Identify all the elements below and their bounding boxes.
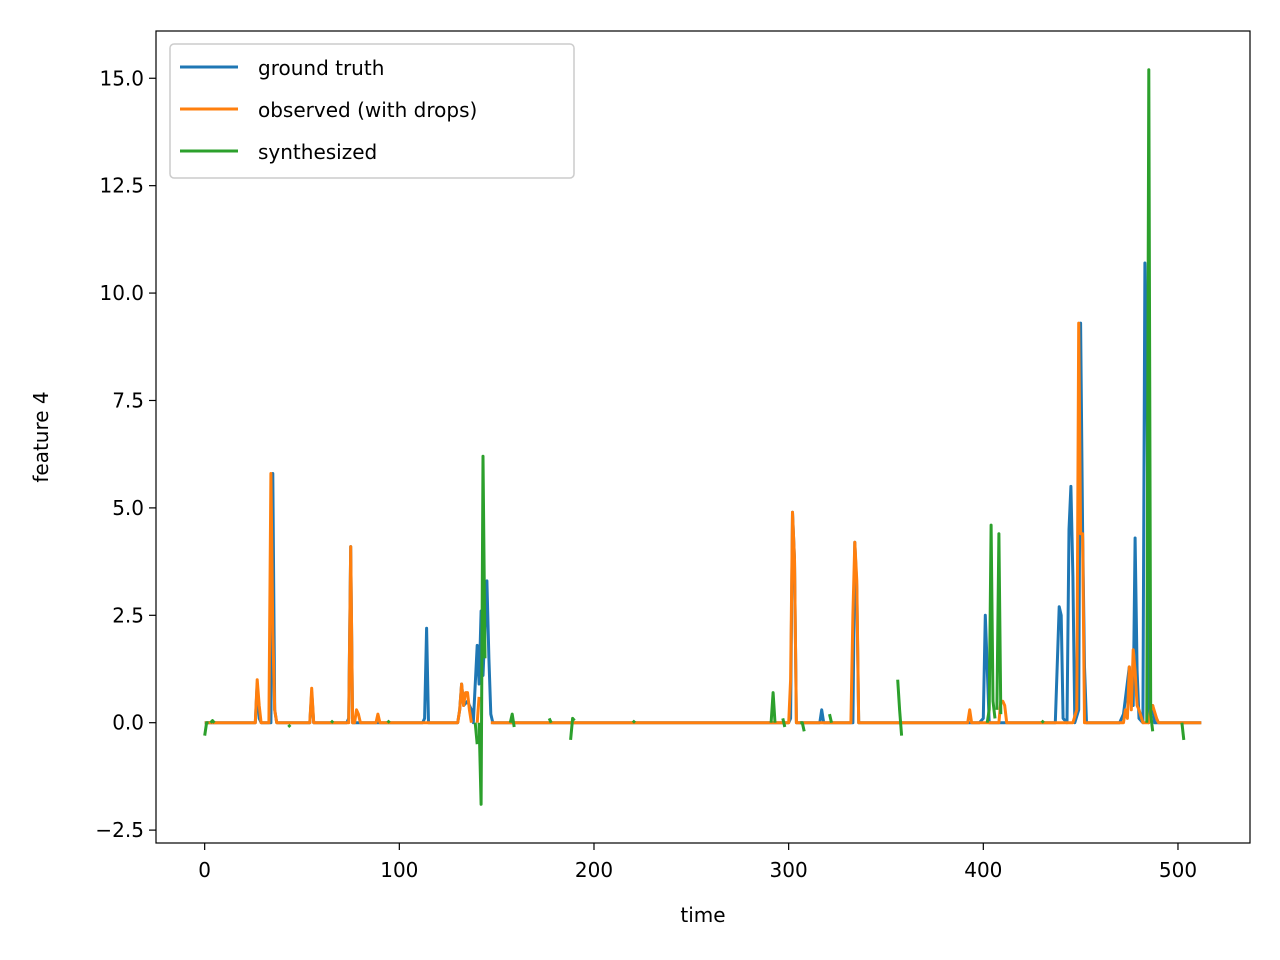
y-tick-label: 2.5: [112, 603, 144, 627]
series-line-synthesized: [781, 718, 787, 728]
series-line-synthesized: [569, 716, 576, 741]
series-line-observed: [475, 696, 481, 723]
series-line-synthesized: [287, 723, 292, 729]
series-line-synthesized: [995, 532, 1003, 715]
legend-frame: [169, 43, 575, 179]
x-tick-label: 500: [1159, 858, 1197, 882]
y-tick-label: 0.0: [112, 711, 144, 735]
x-tick-label: 200: [575, 858, 613, 882]
series-line-synthesized: [473, 722, 479, 745]
plot-frame: [155, 30, 1251, 844]
legend-label-synthesized: synthesized: [258, 140, 377, 164]
series-line-synthesized: [547, 717, 553, 724]
series-line-synthesized: [769, 691, 777, 723]
series-line-synthesized: [1180, 722, 1186, 741]
legend: ground truth observed (with drops) synth…: [169, 43, 575, 179]
series-line-synthesized: [1145, 68, 1155, 732]
series-line-synthesized: [203, 721, 209, 736]
x-tick-label: 400: [964, 858, 1002, 882]
series-line-synthesized: [508, 712, 516, 728]
series-line-synthesized: [896, 679, 904, 736]
x-tick-label: 0: [198, 858, 211, 882]
series-line-observed: [204, 472, 473, 725]
x-tick-label: 100: [380, 858, 418, 882]
series-line-synthesized: [828, 713, 833, 724]
y-tick-label: 15.0: [99, 66, 144, 90]
legend-label-ground-truth: ground truth: [258, 56, 384, 80]
y-tick-label: 7.5: [112, 388, 144, 412]
y-axis-title: feature 4: [29, 391, 53, 482]
y-tick-label: 12.5: [99, 174, 144, 198]
x-tick-label: 300: [770, 858, 808, 882]
y-axis: −2.5 0.0 2.5 5.0 7.5 10.0 12.5 15.0: [95, 66, 156, 842]
y-tick-label: 5.0: [112, 496, 144, 520]
series-line-synthesized: [985, 523, 997, 723]
series-line-synthesized: [800, 721, 806, 732]
y-tick-label: −2.5: [95, 818, 144, 842]
series-line-synthesized: [330, 719, 335, 724]
series-layer: [203, 68, 1202, 806]
legend-label-observed: observed (with drops): [258, 98, 477, 122]
series-line-observed: [490, 321, 1202, 725]
series-line-synthesized: [477, 454, 487, 806]
series-line-synthesized: [631, 719, 636, 724]
series-line-synthesized: [209, 719, 216, 724]
x-axis: 0 100 200 300 400 500: [198, 843, 1197, 882]
series-line-synthesized: [386, 719, 391, 724]
series-line-synthesized: [1040, 719, 1045, 724]
y-tick-label: 10.0: [99, 281, 144, 305]
x-axis-title: time: [680, 903, 725, 927]
